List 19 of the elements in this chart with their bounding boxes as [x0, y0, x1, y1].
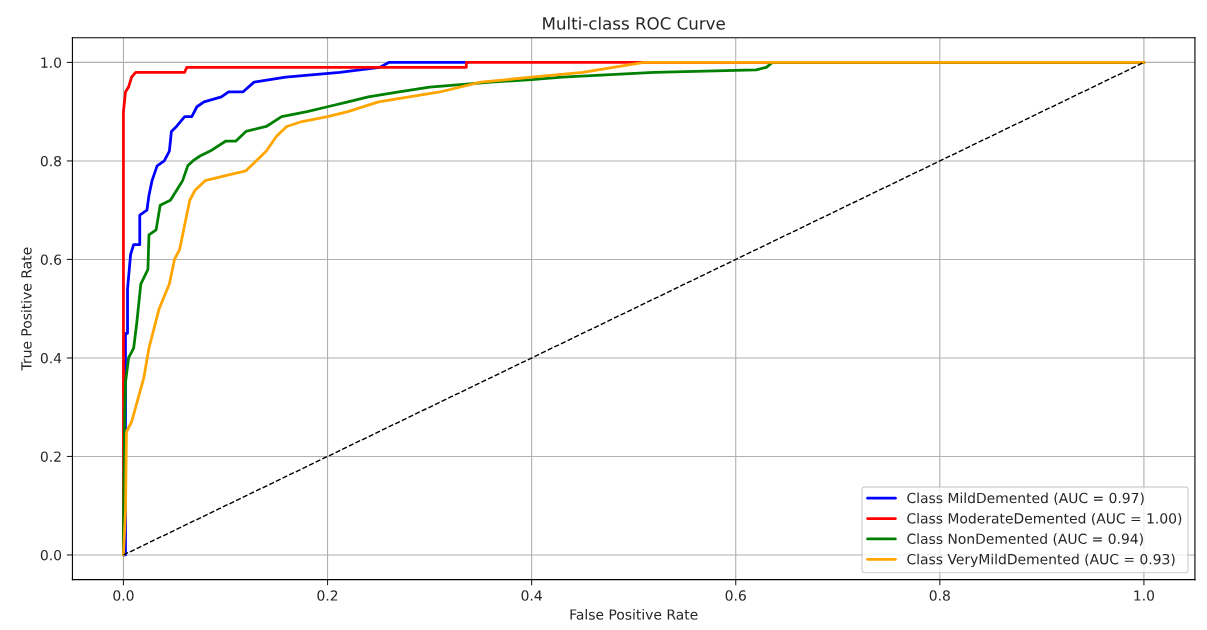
y-tick-label: 0.8 [40, 155, 62, 167]
x-tick-label: 0.4 [521, 590, 542, 601]
x-tick-label: 0.2 [317, 590, 338, 601]
legend-label: Class MildDemented (AUC = 0.97) [907, 492, 1144, 505]
y-tick-label: 0.0 [40, 549, 62, 561]
y-axis-title: True Positive Rate [20, 247, 32, 371]
x-tick-label: 0.6 [725, 590, 746, 601]
x-tick-label: 0.8 [929, 590, 950, 601]
y-tick-label: 0.2 [40, 451, 61, 462]
y-tick-label: 0.4 [40, 352, 62, 364]
chart-title: Multi-class ROC Curve [543, 16, 725, 30]
legend-label: Class NonDemented (AUC = 0.94) [907, 533, 1143, 546]
y-tick-label: 1.0 [41, 57, 62, 68]
legend-label: Class VeryMildDemented (AUC = 0.93) [907, 553, 1175, 568]
legend-label: Class ModerateDemented (AUC = 1.00) [907, 512, 1182, 526]
x-axis-title: False Positive Rate [570, 609, 698, 620]
y-tick-label: 0.6 [40, 254, 62, 265]
x-tick-label: 0.0 [113, 590, 134, 601]
x-tick-label: 1.0 [1134, 590, 1155, 601]
